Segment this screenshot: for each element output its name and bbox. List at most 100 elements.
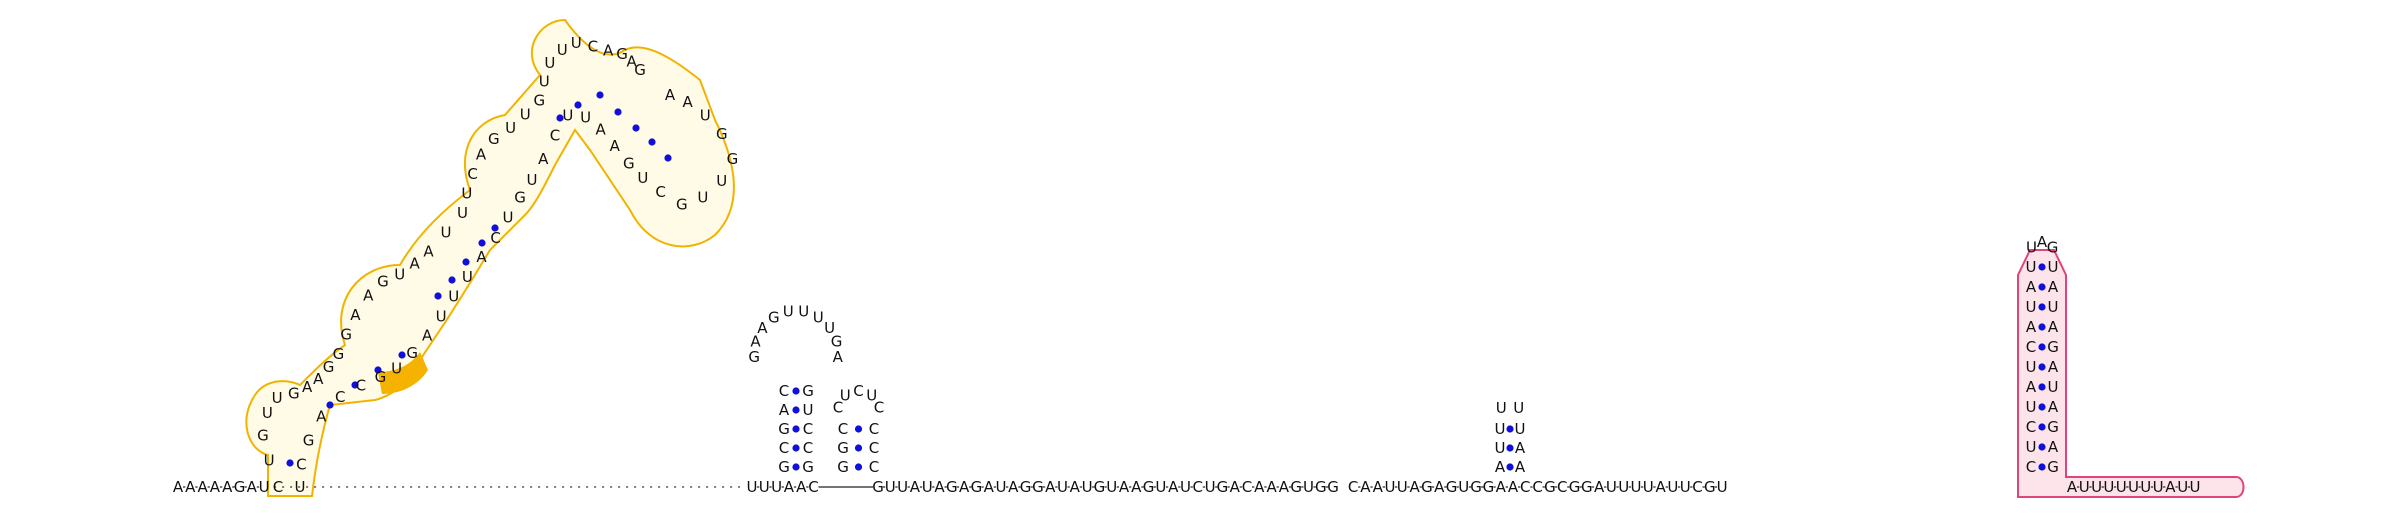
stem-nucleotide: G bbox=[837, 439, 849, 457]
backbone-nucleotide: A bbox=[910, 478, 921, 496]
structure-nucleotide: G bbox=[623, 155, 635, 173]
backbone-nucleotide: A bbox=[1070, 478, 1081, 496]
backbone-nucleotide: G bbox=[1421, 478, 1433, 496]
base-pair-dot bbox=[648, 138, 656, 146]
structure-nucleotide: A bbox=[476, 248, 487, 266]
structure-nucleotide: C bbox=[356, 377, 366, 395]
backbone-nucleotide: G bbox=[946, 478, 958, 496]
loop-nucleotide: A bbox=[750, 333, 761, 351]
backbone-nucleotide: A bbox=[1045, 478, 1056, 496]
backbone-nucleotide: G bbox=[1217, 478, 1229, 496]
backbone-nucleotide: G bbox=[1327, 478, 1339, 496]
backbone-nucleotide: G bbox=[1470, 478, 1482, 496]
trailer-nucleotide: U bbox=[2153, 478, 2164, 496]
structure-nucleotide: A bbox=[538, 150, 549, 168]
stem-nucleotide: A bbox=[1495, 458, 1506, 476]
trailer-nucleotide: U bbox=[2116, 478, 2127, 496]
backbone-nucleotide: U bbox=[1717, 478, 1728, 496]
loop-nucleotide: G bbox=[748, 348, 760, 366]
backbone-nucleotide: G bbox=[1094, 478, 1106, 496]
backbone-nucleotide: G bbox=[1315, 478, 1327, 496]
backbone-nucleotide: C bbox=[1532, 478, 1542, 496]
structure-nucleotide: G bbox=[634, 61, 646, 79]
stem-nucleotide: G bbox=[778, 458, 790, 476]
structure-nucleotide: G bbox=[340, 325, 352, 343]
backbone-nucleotide: U bbox=[885, 478, 896, 496]
loop-nucleotide: A bbox=[757, 319, 768, 337]
terminator-nucleotide: A bbox=[2026, 378, 2037, 396]
base-pair-dot bbox=[2038, 383, 2046, 391]
highlight-regions bbox=[245, 18, 2245, 498]
backbone-nucleotide: U bbox=[1680, 478, 1691, 496]
backbone-nucleotide: U bbox=[1057, 478, 1068, 496]
base-pair-dot bbox=[2038, 363, 2046, 371]
backbone-nucleotide: C bbox=[1692, 478, 1702, 496]
backbone-nucleotide: U bbox=[1397, 478, 1408, 496]
base-pair-dot bbox=[434, 292, 442, 300]
backbone-nucleotide: C bbox=[1348, 478, 1358, 496]
base-pair-dot bbox=[792, 444, 800, 452]
structure-nucleotide: U bbox=[457, 204, 468, 222]
backbone-nucleotide: A bbox=[1496, 478, 1507, 496]
base-pair-dot bbox=[2038, 443, 2046, 451]
base-pair-dot bbox=[326, 401, 334, 409]
structure-nucleotide: A bbox=[313, 370, 324, 388]
structure-nucleotide: U bbox=[697, 188, 708, 206]
backbone-nucleotide: U bbox=[922, 478, 933, 496]
terminator-nucleotide: G bbox=[2047, 338, 2059, 356]
backbone-nucleotide: U bbox=[1155, 478, 1166, 496]
stem-nucleotide: C bbox=[838, 420, 848, 438]
backbone-nucleotide: A bbox=[1266, 478, 1277, 496]
structure-nucleotide: A bbox=[409, 255, 420, 273]
structure-nucleotide: A bbox=[665, 86, 676, 104]
structure-nucleotide: A bbox=[302, 378, 313, 396]
loop-nucleotide: U bbox=[840, 387, 851, 405]
stem-nucleotide: U bbox=[803, 401, 814, 419]
structure-nucleotide: C bbox=[467, 165, 477, 183]
backbone-nucleotide: G bbox=[872, 478, 884, 496]
backbone-nucleotide: A bbox=[1655, 478, 1666, 496]
base-pair-dot bbox=[491, 224, 499, 232]
structure-nucleotide: A bbox=[682, 93, 693, 111]
structure-nucleotide: G bbox=[303, 432, 315, 450]
stem-nucleotide: G bbox=[802, 458, 814, 476]
backbone-nucleotide: U bbox=[1205, 478, 1216, 496]
backbone-nucleotide: U bbox=[1643, 478, 1654, 496]
trailer-nucleotide: U bbox=[2103, 478, 2114, 496]
terminator-nucleotide: G bbox=[2047, 418, 2059, 436]
loop-nucleotide: A bbox=[2037, 233, 2048, 251]
terminator-nucleotide: U bbox=[2026, 298, 2037, 316]
stem-nucleotide: C bbox=[869, 420, 879, 438]
loop-nucleotide: U bbox=[783, 303, 794, 321]
structure-nucleotide: U bbox=[520, 106, 531, 124]
base-pair-dot bbox=[1506, 425, 1514, 433]
backbone-nucleotide: G bbox=[1581, 478, 1593, 496]
terminator-nucleotide: A bbox=[2026, 318, 2037, 336]
backbone-nucleotide: G bbox=[971, 478, 983, 496]
base-pair-dots bbox=[286, 91, 2046, 471]
stem-nucleotide: C bbox=[869, 439, 879, 457]
structure-nucleotide: G bbox=[257, 426, 269, 444]
structure-nucleotide: G bbox=[514, 189, 526, 207]
structure-nucleotide: U bbox=[394, 265, 405, 283]
loop-nucleotide: C bbox=[853, 382, 863, 400]
backbone-nucleotide: C bbox=[808, 478, 818, 496]
structure-nucleotide: C bbox=[588, 38, 598, 56]
backbone-nucleotide: A bbox=[1594, 478, 1605, 496]
structure-nucleotide: G bbox=[288, 385, 300, 403]
backbone-nucleotide: U bbox=[1082, 478, 1093, 496]
base-pair-dot bbox=[574, 101, 582, 109]
base-pair-dot bbox=[854, 444, 863, 452]
backbone-nucleotide: A bbox=[1168, 478, 1179, 496]
trailer-nucleotide: U bbox=[2079, 478, 2090, 496]
loop-nucleotide: U bbox=[1496, 399, 1507, 417]
trailer-nucleotide: U bbox=[2177, 478, 2188, 496]
loop-nucleotide: C bbox=[833, 399, 843, 417]
structure-nucleotide: U bbox=[571, 34, 582, 52]
loop-nucleotide: U bbox=[824, 319, 835, 337]
backbone-nucleotide: A bbox=[1373, 478, 1384, 496]
structure-nucleotide: U bbox=[637, 169, 648, 187]
structure-nucleotide: G bbox=[727, 150, 739, 168]
structure-nucleotide: A bbox=[422, 327, 433, 345]
